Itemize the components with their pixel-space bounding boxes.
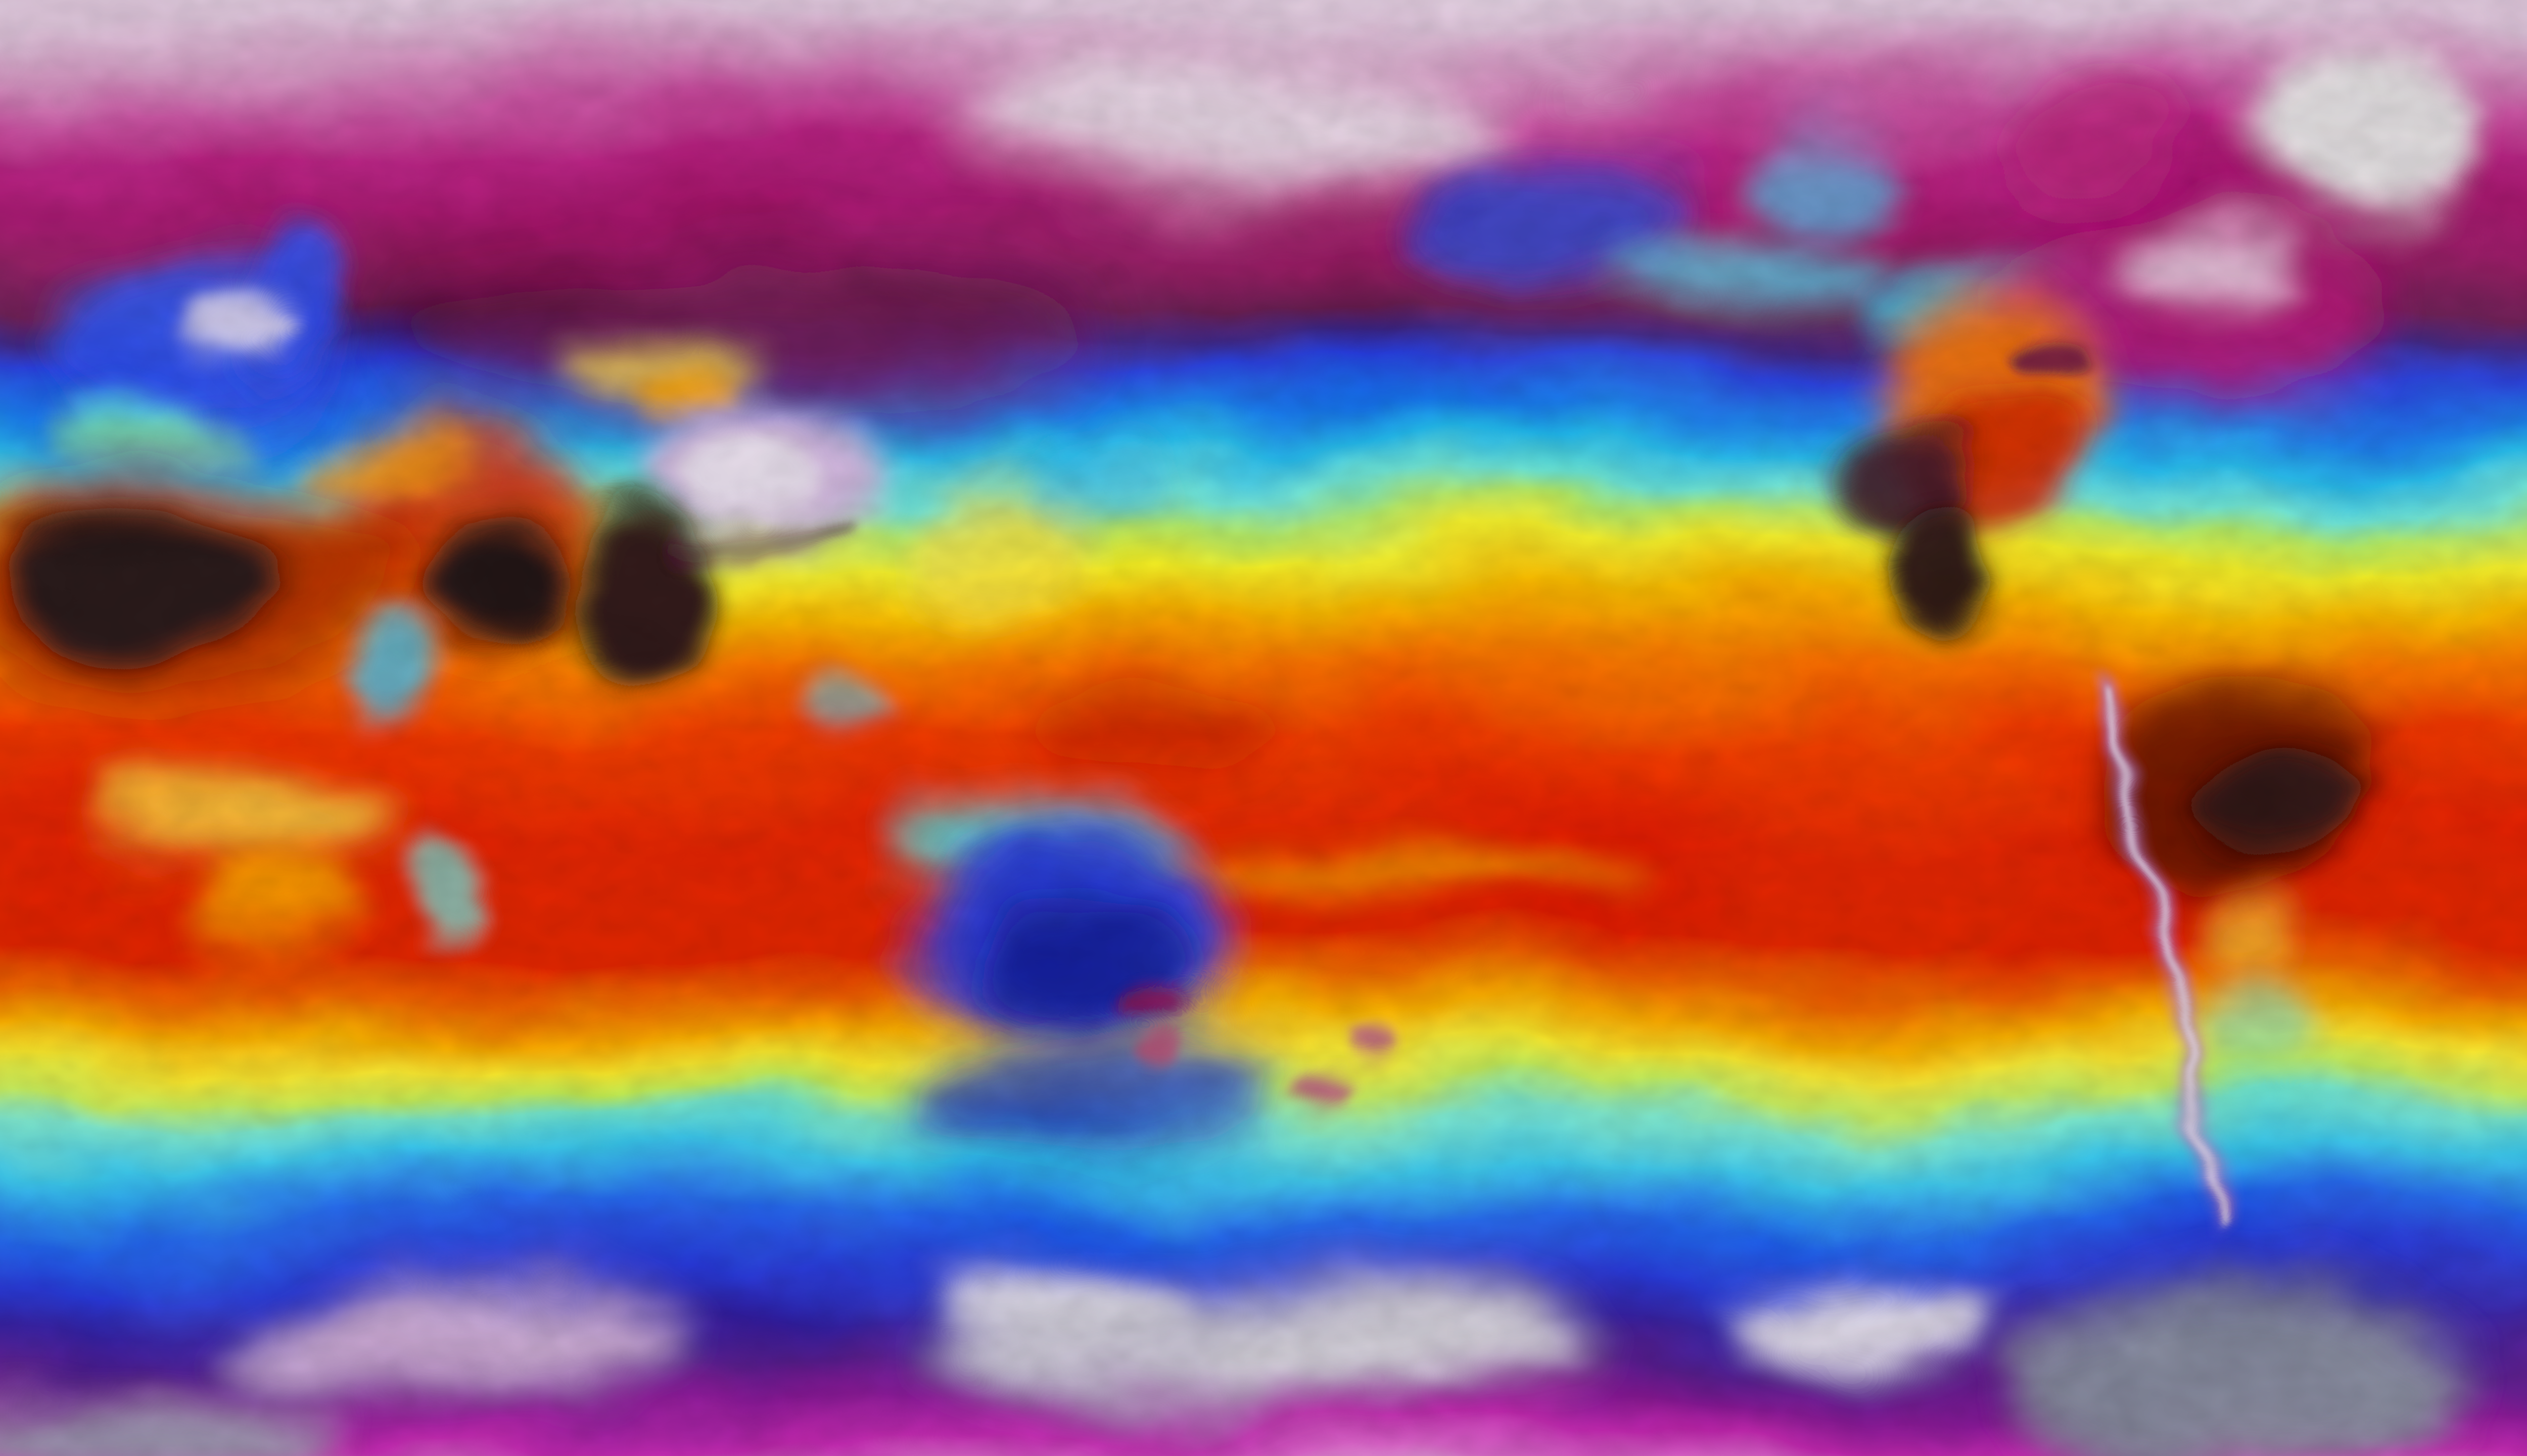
global-temperature-map (0, 0, 2527, 1456)
fine-grain-texture (0, 0, 2527, 1456)
map-stage (0, 0, 2527, 1456)
